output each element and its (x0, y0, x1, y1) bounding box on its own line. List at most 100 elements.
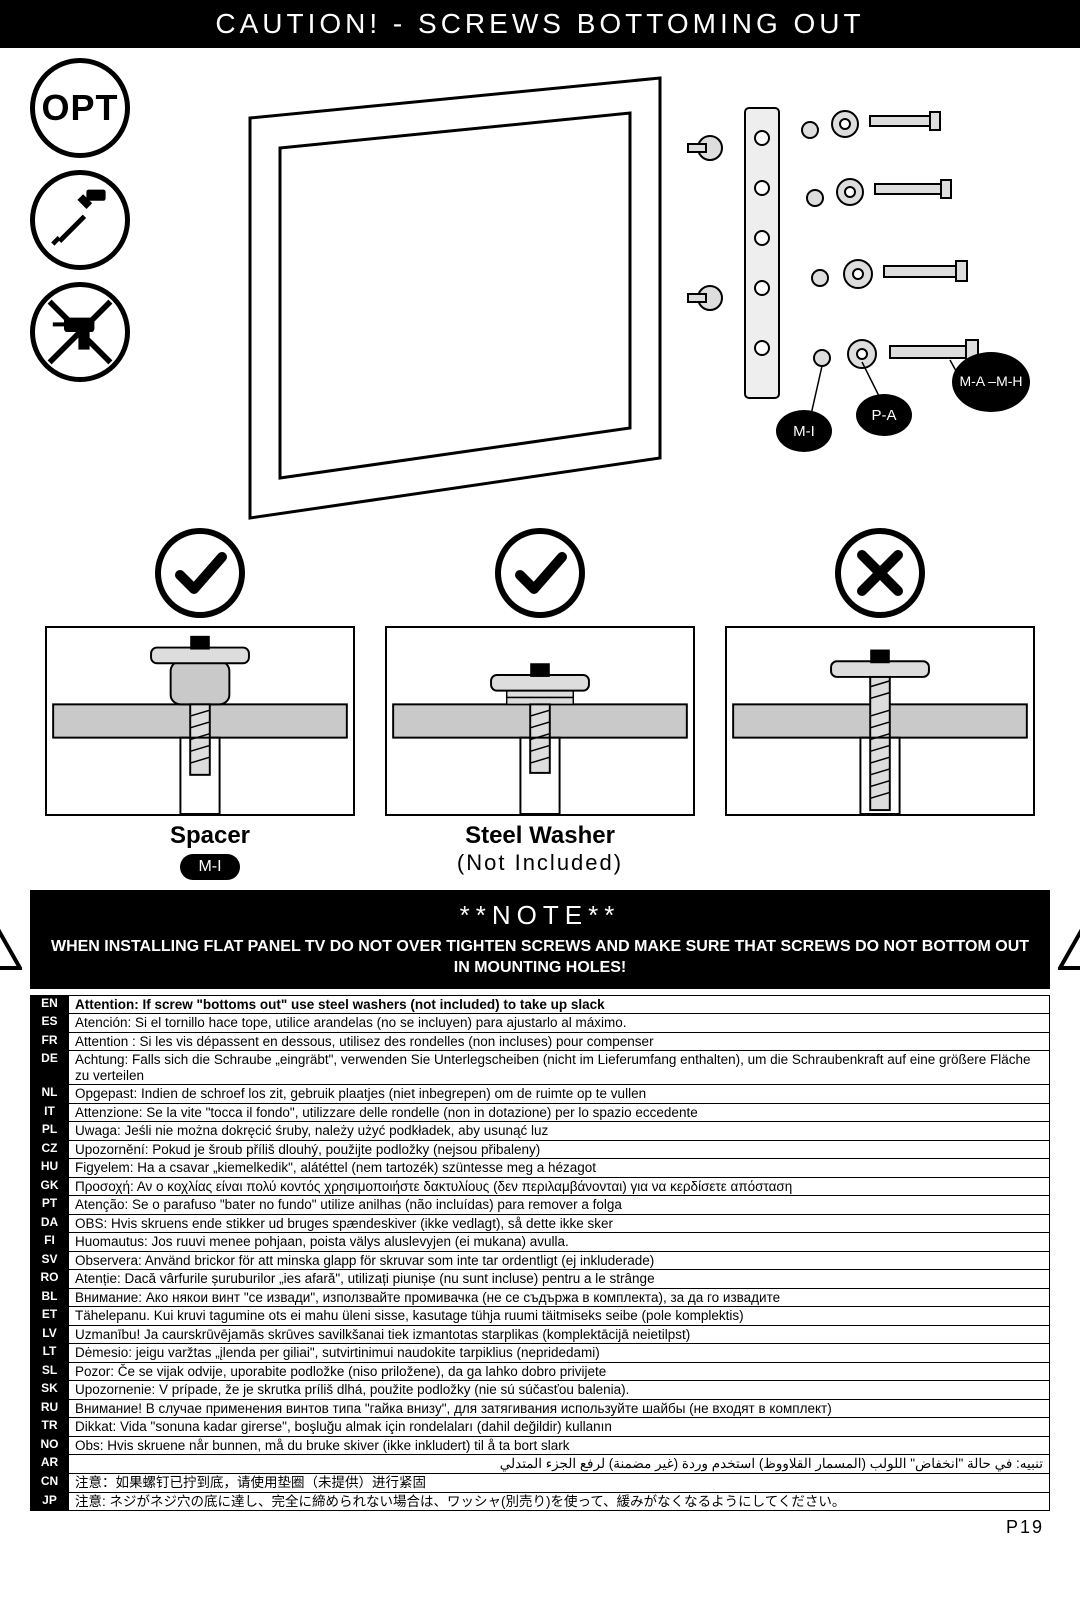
lang-text: Внимание! В случае применения винтов тип… (69, 1399, 1050, 1418)
washer-diagram (385, 626, 695, 816)
lang-text: 注意: ネジがネジ穴の底に達し、完全に締められない場合は、ワッシャ(別売り)を使… (69, 1492, 1050, 1511)
table-row: PTAtenção: Se o parafuso "bater no fundo… (31, 1196, 1050, 1215)
lang-text: Uwaga: Jeśli nie można dokręcić śruby, n… (69, 1122, 1050, 1141)
table-row: NOObs: Hvis skruene når bunnen, må du br… (31, 1436, 1050, 1455)
lang-code: PT (31, 1196, 69, 1215)
lang-text: Dikkat: Vida "sonuna kadar girerse", boş… (69, 1418, 1050, 1437)
tv-bracket-diagram: M-I P-A M-A – M-H (150, 58, 1050, 538)
lang-code: EN (31, 995, 69, 1014)
table-row: LTDėmesio: jeigu varžtas „įlenda per gil… (31, 1344, 1050, 1363)
lang-text: Obs: Hvis skruene når bunnen, må du bruk… (69, 1436, 1050, 1455)
lang-code: TR (31, 1418, 69, 1437)
table-row: SLPozor: Če se vijak odvije, uporabite p… (31, 1362, 1050, 1381)
check-icon (155, 528, 245, 618)
part-label-mi: M-I (776, 410, 832, 452)
lang-text: Attention : Si les vis dépassent en dess… (69, 1032, 1050, 1051)
table-row: SVObservera: Använd brickor för att mins… (31, 1251, 1050, 1270)
screwdriver-ok-icon (30, 170, 130, 270)
lang-text: Figyelem: Ha a csavar „kiemelkedik", alá… (69, 1159, 1050, 1178)
lang-code: PL (31, 1122, 69, 1141)
lang-code: GK (31, 1177, 69, 1196)
lang-code: JP (31, 1492, 69, 1511)
part-label-pa: P-A (856, 394, 912, 436)
part-label-mah: M-A – M-H (952, 352, 1030, 412)
lang-code: LV (31, 1325, 69, 1344)
lang-text: Atención: Si el tornillo hace tope, util… (69, 1014, 1050, 1033)
washer-ok-col (385, 528, 695, 816)
mid-section (0, 528, 1080, 816)
table-row: ESAtención: Si el tornillo hace tope, ut… (31, 1014, 1050, 1033)
lang-text: Attenzione: Se la vite "tocca il fondo",… (69, 1103, 1050, 1122)
spacer-pill: M-I (180, 854, 239, 880)
lang-text: Pozor: Če se vijak odvije, uporabite pod… (69, 1362, 1050, 1381)
lang-text: Observera: Använd brickor för att minska… (69, 1251, 1050, 1270)
note-body: WHEN INSTALLING FLAT PANEL TV DO NOT OVE… (46, 937, 1034, 979)
washer-title: Steel Washer (385, 822, 695, 850)
table-row: DEAchtung: Falls sich die Schraube „eing… (31, 1051, 1050, 1085)
lang-text: Внимание: Ако някои винт "се извади", из… (69, 1288, 1050, 1307)
lang-code: ES (31, 1014, 69, 1033)
mah-bot: M-H (996, 374, 1022, 389)
lang-code: SL (31, 1362, 69, 1381)
warning-icon (1058, 908, 1080, 970)
table-row: DAOBS: Hvis skruens ende stikker ud brug… (31, 1214, 1050, 1233)
opt-text: OPT (41, 87, 118, 129)
blank-label-block (715, 822, 1025, 880)
lang-code: SK (31, 1381, 69, 1400)
table-row: JP注意: ネジがネジ穴の底に達し、完全に締められない場合は、ワッシャ(別売り)… (31, 1492, 1050, 1511)
lang-code: IT (31, 1103, 69, 1122)
table-row: FIHuomautus: Jos ruuvi menee pohjaan, po… (31, 1233, 1050, 1252)
lang-text: Opgepast: Indien de schroef los zit, geb… (69, 1085, 1050, 1104)
lang-code: NO (31, 1436, 69, 1455)
lang-text: 注意：如果螺钉已拧到底，请使用垫圈（未提供）进行紧固 (69, 1474, 1050, 1493)
lang-text: Atenção: Se o parafuso "bater no fundo" … (69, 1196, 1050, 1215)
note-title: **NOTE** (46, 900, 1034, 931)
lang-text: تنبيه: في حالة "انخفاض" اللولب (المسمار … (69, 1455, 1050, 1474)
table-row: CZUpozornění: Pokud je šroub příliš dlou… (31, 1140, 1050, 1159)
lang-code: SV (31, 1251, 69, 1270)
table-row: BLВнимание: Ако някои винт "се извади", … (31, 1288, 1050, 1307)
lang-code: CN (31, 1474, 69, 1493)
table-row: ITAttenzione: Se la vite "tocca il fondo… (31, 1103, 1050, 1122)
drill-no-icon (30, 282, 130, 382)
lang-text: Huomautus: Jos ruuvi menee pohjaan, pois… (69, 1233, 1050, 1252)
table-row: CN注意：如果螺钉已拧到底，请使用垫圈（未提供）进行紧固 (31, 1474, 1050, 1493)
page-number: P19 (0, 1511, 1080, 1548)
lang-code: RO (31, 1270, 69, 1289)
table-row: ENAttention: If screw "bottoms out" use … (31, 995, 1050, 1014)
lang-code: DE (31, 1051, 69, 1085)
top-section: OPT (0, 48, 1080, 538)
lang-text: Tähelepanu. Kui kruvi tagumine ots ei ma… (69, 1307, 1050, 1326)
lang-code: ET (31, 1307, 69, 1326)
mah-top: M-A – (959, 374, 996, 389)
note-bar: **NOTE** WHEN INSTALLING FLAT PANEL TV D… (30, 890, 1050, 989)
check-icon (495, 528, 585, 618)
lang-code: RU (31, 1399, 69, 1418)
lang-code: FI (31, 1233, 69, 1252)
lang-text: Achtung: Falls sich die Schraube „eingrä… (69, 1051, 1050, 1085)
washer-label-block: Steel Washer (Not Included) (385, 822, 695, 880)
lang-code: DA (31, 1214, 69, 1233)
table-row: NLOpgepast: Indien de schroef los zit, g… (31, 1085, 1050, 1104)
language-table: ENAttention: If screw "bottoms out" use … (30, 995, 1050, 1511)
lang-text: Upozornenie: V prípade, že je skrutka pr… (69, 1381, 1050, 1400)
lang-code: LT (31, 1344, 69, 1363)
lang-text: Attention: If screw "bottoms out" use st… (69, 995, 1050, 1014)
icon-column: OPT (30, 58, 150, 538)
lang-text: Προσοχή: Αν ο κοχλίας είναι πολύ κοντός … (69, 1177, 1050, 1196)
table-row: ARتنبيه: في حالة "انخفاض" اللولب (المسما… (31, 1455, 1050, 1474)
table-row: SKUpozornenie: V prípade, že je skrutka … (31, 1381, 1050, 1400)
header-bar: CAUTION! - SCREWS BOTTOMING OUT (0, 0, 1080, 48)
washer-sub: (Not Included) (385, 850, 695, 876)
lang-code: HU (31, 1159, 69, 1178)
lang-text: Dėmesio: jeigu varžtas „įlenda per gilia… (69, 1344, 1050, 1363)
table-row: TRDikkat: Vida "sonuna kadar girerse", b… (31, 1418, 1050, 1437)
spacer-diagram (45, 626, 355, 816)
opt-icon: OPT (30, 58, 130, 158)
spacer-title: Spacer (55, 822, 365, 850)
spacer-label-block: Spacer M-I (55, 822, 365, 880)
table-row: ETTähelepanu. Kui kruvi tagumine ots ei … (31, 1307, 1050, 1326)
lang-code: BL (31, 1288, 69, 1307)
labels-row: Spacer M-I Steel Washer (Not Included) (0, 816, 1080, 880)
lang-code: AR (31, 1455, 69, 1474)
